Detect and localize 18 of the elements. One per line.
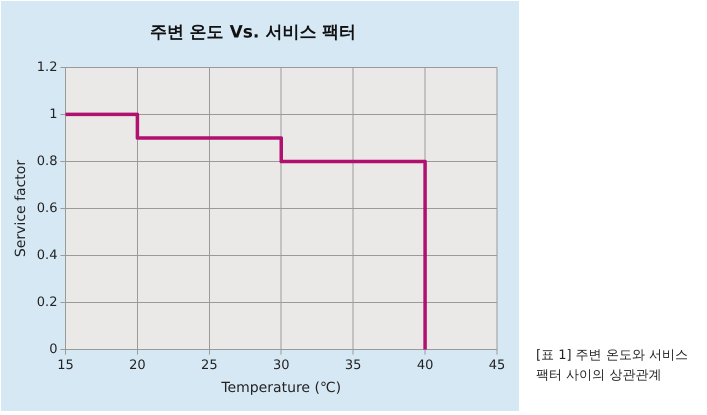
text: [표 1] 주변 온도와 서비스 팩터 사이의 상관관계 bbox=[536, 347, 689, 385]
x-tick-label: 15 bbox=[57, 358, 74, 373]
chart-title: 주변 온도 Vs. 서비스 팩터 bbox=[150, 22, 356, 43]
y-tick-label: 1.2 bbox=[36, 60, 58, 75]
y-tick-label: 0 bbox=[49, 342, 58, 357]
x-tick-label: 20 bbox=[129, 358, 146, 373]
y-tick-label: 1 bbox=[49, 106, 58, 122]
y-axis-title: Service factor bbox=[13, 160, 30, 258]
y-tick-label: 0.2 bbox=[36, 294, 58, 310]
x-axis-title: Temperature (℃) bbox=[220, 380, 342, 396]
x-tick-label: 30 bbox=[272, 358, 290, 373]
y-tick-label: 0.8 bbox=[36, 154, 58, 169]
y-tick-label: 0.4 bbox=[36, 248, 58, 263]
y-tick-label: 0.6 bbox=[36, 200, 58, 216]
x-tick-label: 40 bbox=[416, 358, 434, 373]
x-tick-label: 35 bbox=[344, 358, 362, 373]
x-tick-label: 25 bbox=[201, 358, 218, 373]
x-tick-label: 45 bbox=[488, 358, 506, 373]
